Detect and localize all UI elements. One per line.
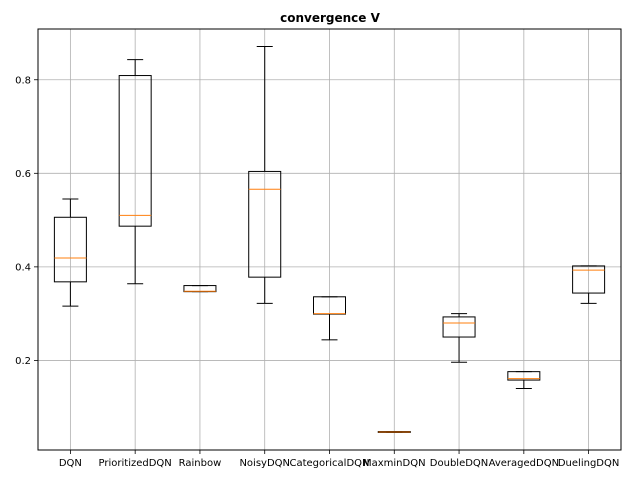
box-doubledqn: [442, 313, 476, 363]
box-maxmindqn: [377, 431, 411, 433]
x-tick-label: DoubleDQN: [430, 458, 489, 469]
chart-title: convergence V: [280, 11, 380, 25]
x-tick-label: NoisyDQN: [239, 458, 290, 469]
box-dqn: [53, 198, 87, 307]
plot-frame: [37, 28, 622, 451]
iqr-box: [507, 371, 541, 381]
y-tick-label: 0.4: [15, 262, 31, 273]
x-tick-label: DQN: [59, 458, 82, 469]
box-averageddqn: [507, 371, 541, 389]
box-prioritizeddqn: [118, 59, 152, 285]
axis-layer: DQN PrioritizedDQN Rainbow NoisyDQN Categori…: [15, 75, 619, 469]
box-layer: [53, 46, 606, 433]
y-tick-label: 0.2: [15, 356, 31, 367]
iqr-box: [118, 75, 152, 227]
y-tick-label: 0.8: [15, 75, 31, 86]
x-tick-label: PrioritizedDQN: [99, 458, 172, 469]
y-tick-label: 0.6: [15, 169, 31, 180]
box-rainbow: [183, 285, 217, 293]
x-tick-label: CategoricalDQN: [290, 458, 370, 469]
x-tick-label: AveragedDQN: [489, 458, 559, 469]
x-tick-label: DuelingDQN: [558, 458, 619, 469]
box-categoricaldqn: [313, 296, 346, 341]
iqr-box: [248, 170, 282, 278]
box-noisydqn: [248, 46, 282, 304]
grid-layer: [38, 29, 621, 450]
box-duelingdqn: [572, 265, 606, 304]
iqr-box: [442, 316, 476, 338]
x-tick-label: MaxminDQN: [363, 458, 426, 469]
iqr-box: [53, 216, 87, 283]
iqr-box: [572, 265, 606, 294]
x-tick-label: Rainbow: [179, 458, 222, 469]
